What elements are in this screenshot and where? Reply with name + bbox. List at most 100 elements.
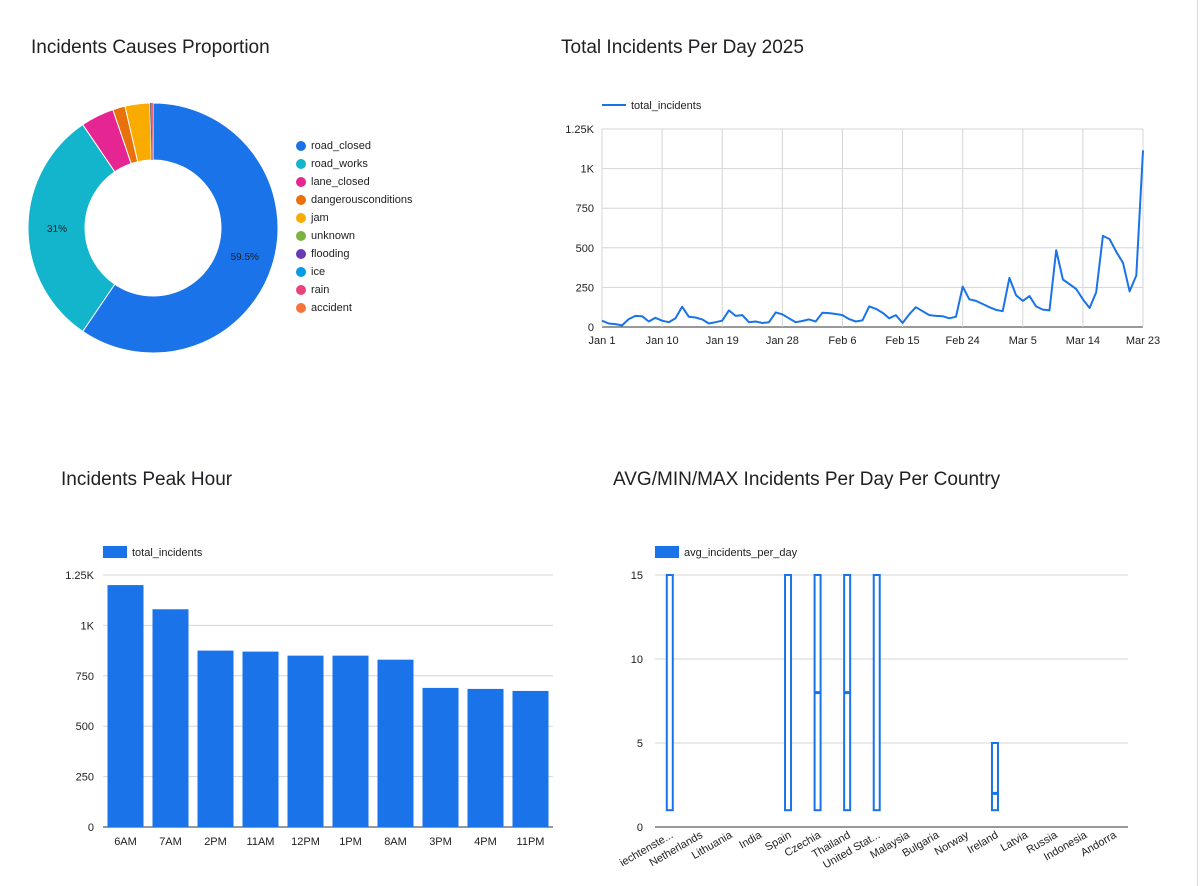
legend-label: ice (311, 266, 326, 278)
legend-swatch (296, 249, 306, 259)
causes-donut-chart[interactable]: 59.5% 31% (0, 80, 290, 380)
bar-4PM (467, 688, 504, 827)
x-tick-label: 11PM (517, 836, 545, 848)
legend-item-flooding[interactable]: flooding (296, 248, 350, 260)
legend-item-jam[interactable]: jam (296, 212, 329, 224)
x-tick-label: 8AM (384, 836, 407, 848)
y-tick-label: 250 (576, 282, 594, 294)
legend-swatch (296, 267, 306, 277)
legend-swatch (296, 303, 306, 313)
country-chart-title: AVG/MIN/MAX Incidents Per Day Per Countr… (613, 469, 1001, 490)
legend-swatch (296, 285, 306, 295)
bar-12PM (287, 655, 324, 827)
y-tick-label: 0 (588, 322, 594, 334)
x-tick-label: Jan 1 (589, 335, 616, 347)
bar-2PM (197, 650, 234, 827)
donut-slice-label-road_works: 31% (47, 224, 67, 235)
legend-swatch (296, 213, 306, 223)
legend-swatch (296, 231, 306, 241)
x-tick-label: 6AM (114, 836, 137, 848)
legend-item-road_works[interactable]: road_works (296, 158, 368, 170)
legend-label: unknown (311, 230, 356, 242)
donut-slice-unknown (149, 103, 152, 161)
legend-item-rain[interactable]: rain (296, 284, 329, 296)
x-tick-label: 1PM (339, 836, 362, 848)
y-tick-label: 5 (637, 738, 643, 750)
legend-label: avg_incidents_per_day (684, 547, 798, 559)
x-tick-label: 2PM (204, 836, 227, 848)
x-tick-label: Feb 6 (828, 335, 856, 347)
bar-6AM (107, 585, 144, 827)
candle-Liechtenstein (665, 574, 674, 812)
x-tick-label: Mar 23 (1126, 335, 1160, 347)
legend-item-dangerousconditions[interactable]: dangerousconditions (296, 194, 413, 206)
candle-United States (872, 574, 881, 812)
legend-label: road_closed (311, 140, 371, 152)
bar-1PM (332, 655, 369, 827)
donut-slice-road_works (27, 123, 116, 333)
legend-label: flooding (311, 248, 350, 260)
y-tick-label: 1.25K (565, 124, 594, 136)
x-tick-label: Mar 5 (1009, 335, 1037, 347)
y-tick-label: 0 (637, 822, 643, 834)
candle-Ireland (990, 742, 999, 812)
x-tick-label: Feb 24 (946, 335, 980, 347)
x-tick-label: 7AM (159, 836, 182, 848)
daily-chart-title: Total Incidents Per Day 2025 (561, 37, 804, 58)
donut-slice-flooding (150, 103, 152, 161)
page-right-border (1197, 0, 1198, 886)
x-tick-label: 4PM (474, 836, 497, 848)
x-tick-label: 3PM (429, 836, 452, 848)
legend-item-road_closed[interactable]: road_closed (296, 140, 371, 152)
bar-11AM (242, 651, 279, 827)
legend-item-accident[interactable]: accident (296, 302, 352, 314)
candle-Spain (784, 574, 793, 812)
peak-bar-chart[interactable]: 0 250 500 750 1K 1.25K 6AM 7AM 2PM 11AM 12PM 1PM 8AM… (50, 540, 570, 860)
y-tick-label: 10 (631, 654, 643, 666)
legend-label: total_incidents (631, 100, 702, 112)
x-tick-label: India (737, 829, 764, 852)
donut-slice-road_closed (82, 102, 279, 354)
y-tick-label: 1K (81, 620, 95, 632)
x-tick-label: 11AM (247, 836, 275, 848)
legend-label: total_incidents (132, 547, 203, 559)
legend-swatch (296, 195, 306, 205)
legend-item-ice[interactable]: ice (296, 266, 325, 278)
legend-label: dangerousconditions (311, 194, 413, 206)
y-tick-label: 250 (76, 772, 94, 784)
donut-slice-ice (151, 103, 153, 161)
legend-swatch (103, 546, 127, 558)
legend-swatch (296, 177, 306, 187)
legend-item-unknown[interactable]: unknown (296, 230, 355, 242)
x-tick-label: Jan 10 (646, 335, 679, 347)
legend-label: accident (311, 302, 352, 314)
y-tick-label: 750 (576, 203, 594, 215)
x-tick-label: Norway (933, 829, 972, 858)
donut-slice-jam (124, 102, 152, 163)
bar-7AM (152, 609, 189, 827)
series-line-total-incidents (601, 150, 1144, 327)
donut-slice-rain (151, 103, 153, 161)
y-tick-label: 500 (576, 243, 594, 255)
x-tick-label: Mar 14 (1066, 335, 1100, 347)
legend-label: lane_closed (311, 176, 370, 188)
y-tick-label: 500 (76, 721, 94, 733)
x-tick-label: 12PM (291, 836, 320, 848)
daily-line-chart[interactable]: 0 250 500 750 1K 1.25K Jan 1 Jan 10 Jan 19 Jan 28… (555, 90, 1175, 360)
legend-swatch (655, 546, 679, 558)
y-tick-label: 15 (631, 570, 643, 582)
legend-item-lane_closed[interactable]: lane_closed (296, 176, 370, 188)
causes-chart-title: Incidents Causes Proportion (31, 37, 270, 58)
legend-label: rain (311, 284, 330, 296)
donut-slice-label-road_closed: 59.5% (231, 252, 259, 263)
legend-swatch (296, 159, 306, 169)
bar-8AM (377, 659, 414, 827)
peak-chart-title: Incidents Peak Hour (61, 469, 233, 490)
bar-11PM (512, 690, 549, 827)
y-tick-label: 750 (76, 671, 94, 683)
bar-3PM (422, 687, 459, 827)
x-tick-label: Ireland (965, 829, 1000, 856)
x-tick-label: Jan 28 (766, 335, 799, 347)
legend-label: jam (311, 212, 329, 224)
